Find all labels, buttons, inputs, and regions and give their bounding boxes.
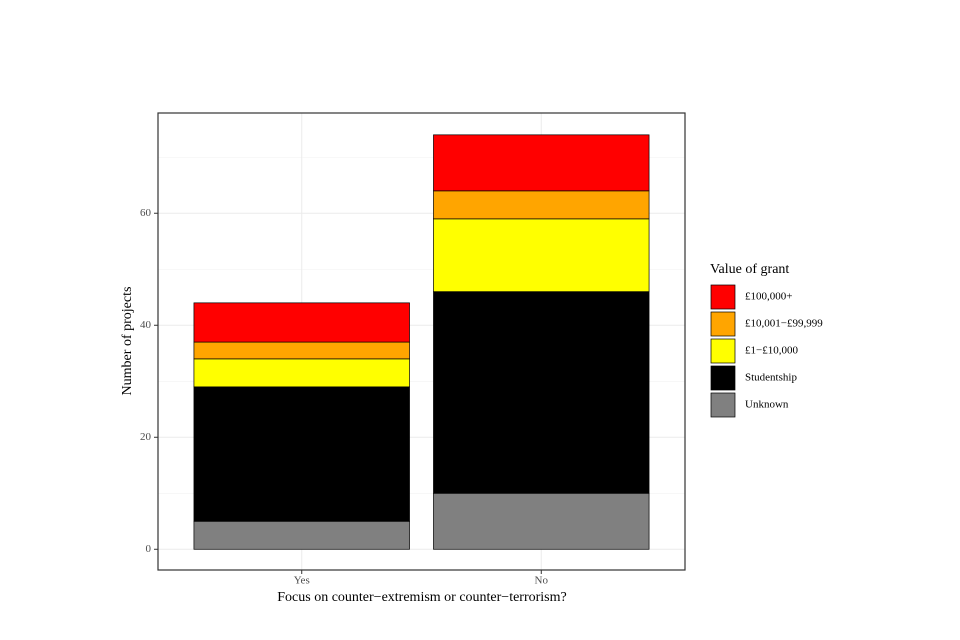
bar-segment bbox=[433, 492, 650, 550]
x-tick-label: No bbox=[535, 575, 549, 587]
bar-segment bbox=[193, 386, 410, 522]
bar-segment bbox=[193, 341, 410, 360]
y-axis-title: Number of projects bbox=[120, 287, 135, 396]
x-tick-label: Yes bbox=[294, 575, 310, 587]
legend-key bbox=[710, 284, 736, 310]
legend-key bbox=[710, 311, 736, 337]
bars bbox=[193, 134, 650, 550]
y-tick-label: 20 bbox=[140, 431, 152, 443]
legend-key bbox=[710, 392, 736, 418]
x-axis-title: Focus on counter−extremism or counter−te… bbox=[277, 590, 567, 605]
panel-border bbox=[157, 112, 686, 571]
bar-segment bbox=[433, 291, 650, 494]
legend-label: Studentship bbox=[745, 372, 797, 384]
legend-key bbox=[710, 338, 736, 364]
legend-key bbox=[710, 365, 736, 391]
bar-segment bbox=[433, 218, 650, 293]
bar-segment bbox=[193, 520, 410, 550]
y-tick-label: 40 bbox=[140, 319, 152, 331]
bar-segment bbox=[193, 302, 410, 343]
y-tick-label: 0 bbox=[146, 543, 152, 555]
legend-label: £100,000+ bbox=[745, 291, 792, 303]
legend-label: £10,001−£99,999 bbox=[745, 318, 823, 330]
legend-label: Unknown bbox=[745, 399, 789, 411]
bar-segment bbox=[433, 134, 650, 192]
legend-title: Value of grant bbox=[710, 262, 789, 277]
bar-segment bbox=[433, 190, 650, 220]
legend-label: £1−£10,000 bbox=[745, 345, 798, 357]
bar-segment bbox=[193, 358, 410, 388]
y-tick-label: 60 bbox=[140, 207, 152, 219]
